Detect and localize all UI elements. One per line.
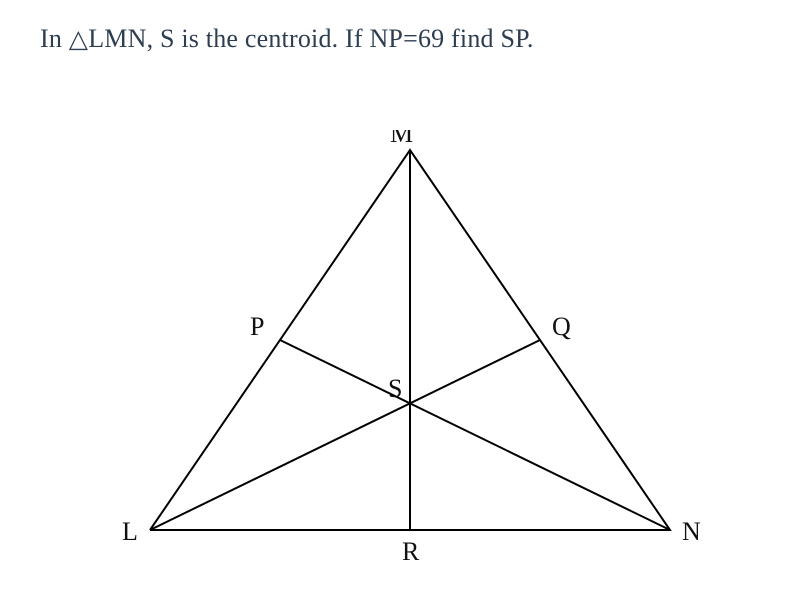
label-l: L [122, 517, 138, 546]
text-rest: , S is the centroid. If NP=69 find SP. [147, 24, 534, 53]
label-r: R [402, 537, 420, 566]
centroid-diagram: L M N P Q R S [110, 130, 710, 580]
problem-statement: In △LMN, S is the centroid. If NP=69 fin… [40, 24, 534, 54]
label-q: Q [552, 312, 571, 341]
label-n: N [682, 517, 701, 546]
text-prefix: In [40, 24, 69, 53]
triangle-symbol: △ [69, 24, 88, 54]
label-p: P [250, 312, 264, 341]
triangle-name: LMN [88, 24, 146, 53]
median-n-p [280, 340, 670, 530]
median-l-q [150, 340, 540, 530]
label-m: M [390, 130, 413, 148]
label-s: S [388, 374, 402, 403]
